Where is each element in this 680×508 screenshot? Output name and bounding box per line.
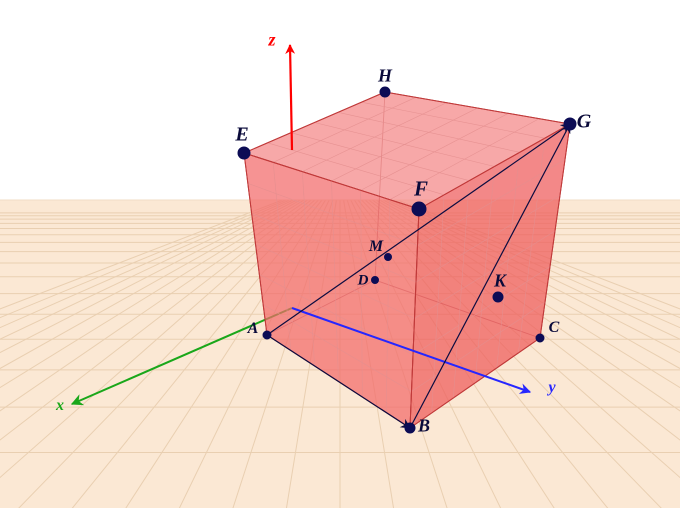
point-C bbox=[536, 334, 544, 342]
point-B bbox=[405, 423, 415, 433]
geometry-3d-scene: ABCDEFGHMKzyx bbox=[0, 0, 680, 508]
point-E bbox=[238, 147, 250, 159]
scene-svg bbox=[0, 0, 680, 508]
point-K bbox=[493, 292, 503, 302]
point-M bbox=[385, 254, 392, 261]
point-H bbox=[380, 87, 390, 97]
point-D bbox=[372, 277, 379, 284]
point-A bbox=[263, 331, 271, 339]
point-G bbox=[564, 118, 576, 130]
point-F bbox=[412, 202, 426, 216]
